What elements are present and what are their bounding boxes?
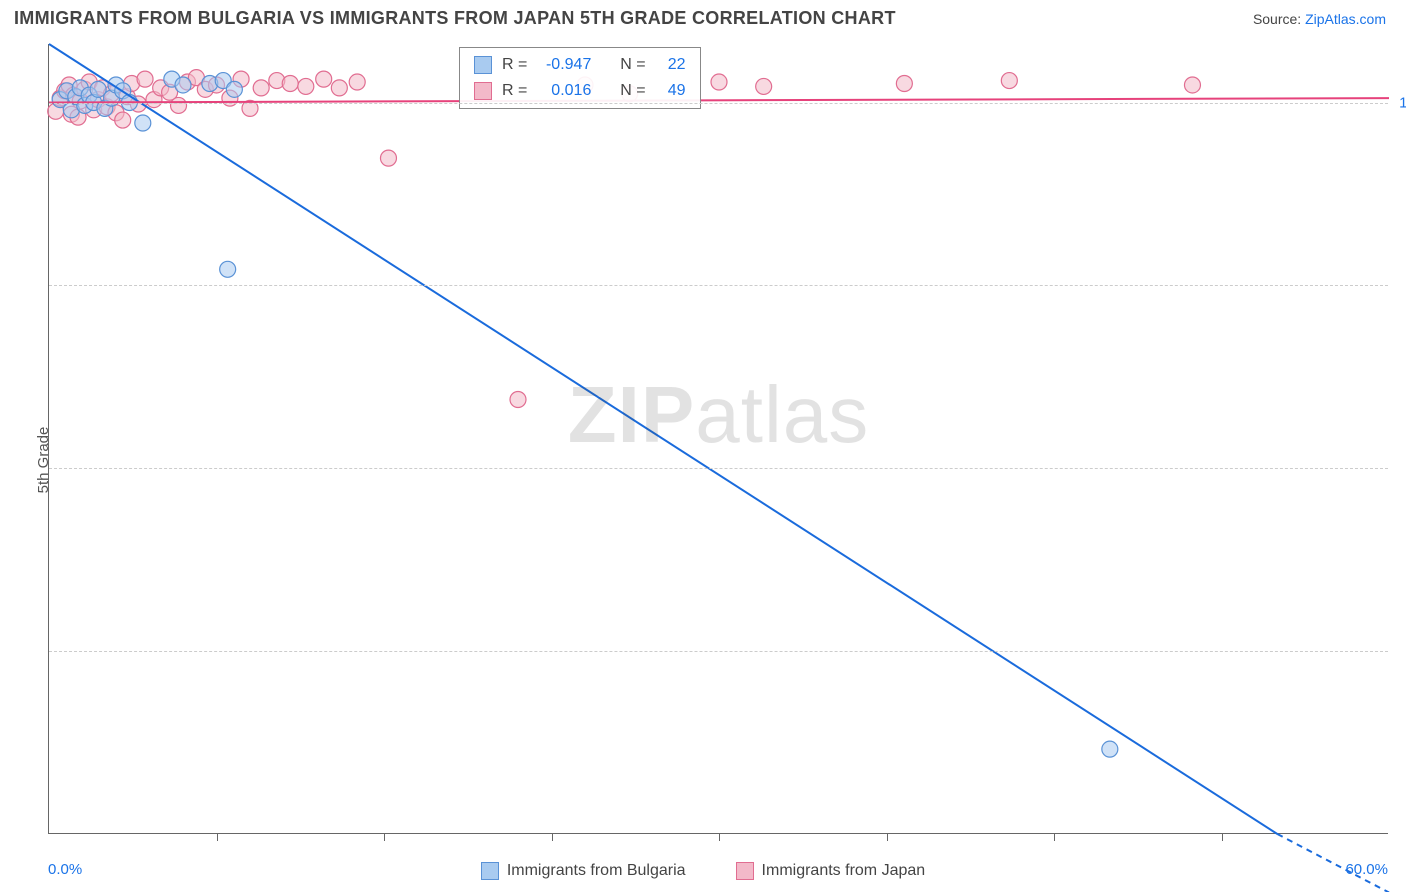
r-label: R = [502, 78, 527, 104]
legend-label-bulgaria: Immigrants from Bulgaria [507, 862, 686, 880]
legend-item-bulgaria: Immigrants from Bulgaria [481, 862, 686, 880]
r-value: 0.016 [537, 78, 591, 104]
gridline [49, 468, 1388, 469]
y-tick-label: 75.0% [1394, 460, 1406, 477]
source-attribution: Source: ZipAtlas.com [1253, 11, 1386, 27]
r-value: -0.947 [537, 52, 591, 78]
y-tick-label: 100.0% [1394, 94, 1406, 111]
swatch-icon [474, 56, 492, 74]
legend-item-japan: Immigrants from Japan [736, 862, 926, 880]
x-tick [719, 833, 720, 841]
plot-region: ZIPatlas R =-0.947 N =22R =0.016 N =49 1… [48, 44, 1388, 834]
x-tick [1222, 833, 1223, 841]
stats-legend-box: R = -0.947 N = 22 R = 0.016 N = 49 [459, 47, 701, 109]
gridline [49, 103, 1388, 104]
swatch-japan [736, 862, 754, 880]
y-tick-label: 62.5% [1394, 643, 1406, 660]
bottom-legend: Immigrants from Bulgaria Immigrants from… [0, 862, 1406, 880]
header: IMMIGRANTS FROM BULGARIA VS IMMIGRANTS F… [0, 0, 1406, 35]
y-tick-label: 87.5% [1394, 277, 1406, 294]
chart-title: IMMIGRANTS FROM BULGARIA VS IMMIGRANTS F… [14, 8, 896, 29]
n-value: 49 [656, 78, 686, 104]
x-tick [887, 833, 888, 841]
swatch-bulgaria [481, 862, 499, 880]
chart-area: 5th Grade ZIPatlas R =-0.947 N =22R =0.0… [0, 40, 1406, 892]
legend-label-japan: Immigrants from Japan [762, 862, 926, 880]
n-label: N = [620, 78, 645, 104]
source-prefix: Source: [1253, 11, 1305, 27]
x-tick [552, 833, 553, 841]
x-tick [217, 833, 218, 841]
source-link[interactable]: ZipAtlas.com [1305, 11, 1386, 27]
gridline [49, 285, 1388, 286]
x-tick [384, 833, 385, 841]
r-label: R = [502, 52, 527, 78]
gridline [49, 651, 1388, 652]
swatch-icon [474, 82, 492, 100]
x-tick [1054, 833, 1055, 841]
stats-row-japan: R = 0.016 N = 49 [474, 78, 686, 104]
plot-svg [49, 44, 1388, 833]
stats-row-bulgaria: R = -0.947 N = 22 [474, 52, 686, 78]
n-label: N = [620, 52, 645, 78]
n-value: 22 [656, 52, 686, 78]
